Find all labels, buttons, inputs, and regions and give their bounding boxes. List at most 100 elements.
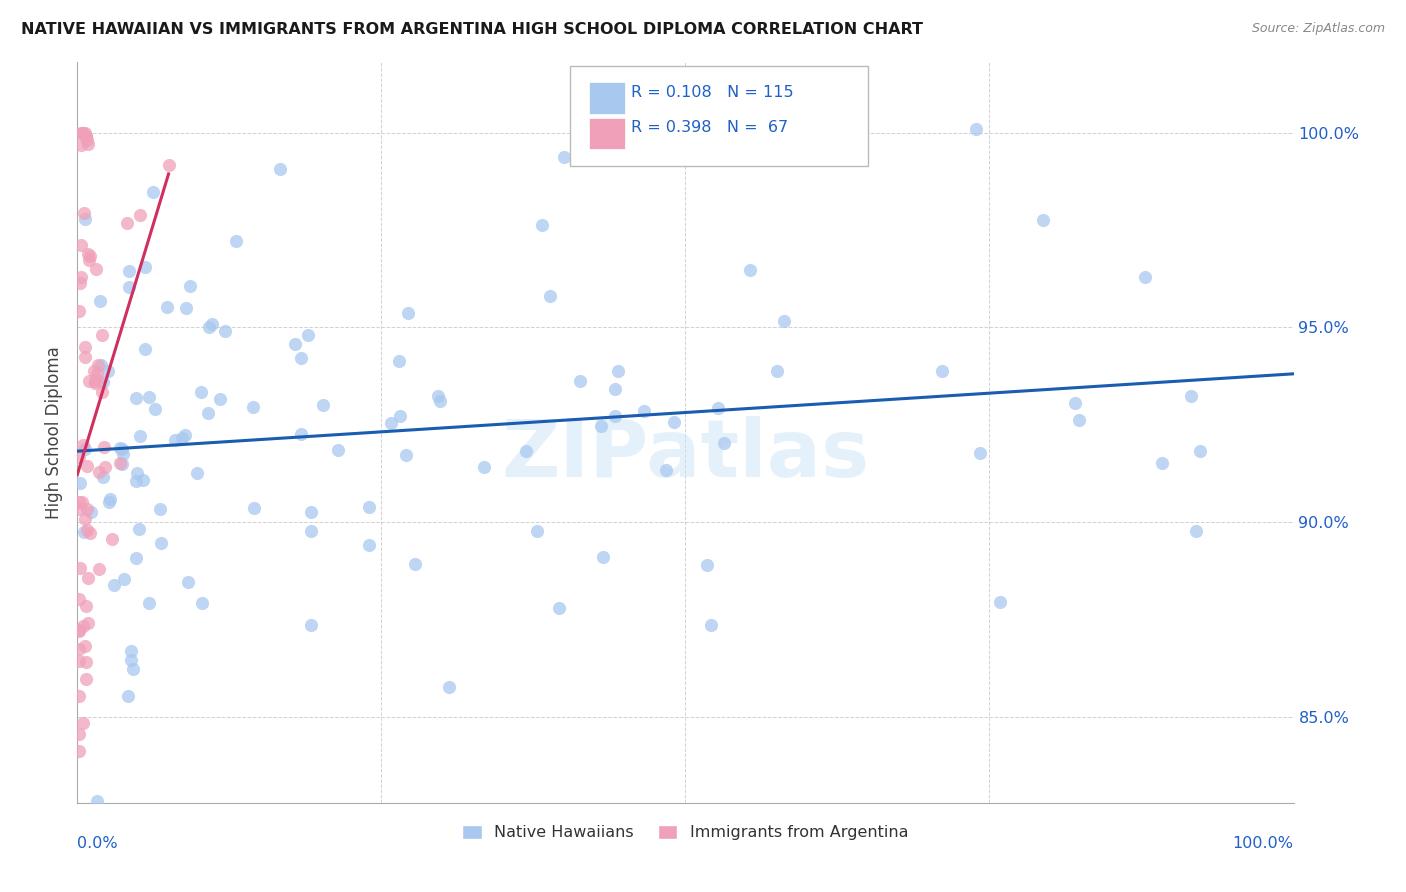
- Point: [100, 491, 122, 506]
- Point: [765, 364, 787, 378]
- Point: [429, 393, 451, 408]
- Point: [67, 726, 90, 740]
- Point: [179, 279, 201, 293]
- Point: [605, 409, 627, 424]
- Point: [94, 459, 117, 474]
- Point: [67, 624, 90, 638]
- Point: [548, 601, 571, 615]
- Point: [1063, 396, 1085, 410]
- Text: ZIPatlas: ZIPatlas: [502, 416, 869, 494]
- Point: [111, 446, 134, 460]
- Point: [111, 442, 134, 456]
- Point: [143, 401, 166, 416]
- Point: [633, 404, 655, 418]
- Point: [79, 374, 101, 388]
- Point: [89, 294, 111, 309]
- Point: [72, 438, 94, 452]
- Point: [108, 441, 131, 455]
- Point: [67, 690, 90, 704]
- Point: [128, 522, 150, 536]
- Point: [134, 260, 156, 274]
- Point: [1067, 413, 1090, 427]
- Point: [90, 384, 112, 399]
- Point: [75, 512, 97, 526]
- Point: [93, 440, 115, 454]
- Point: [225, 234, 247, 248]
- Point: [988, 594, 1011, 608]
- Point: [389, 409, 412, 423]
- Point: [592, 550, 614, 565]
- Point: [427, 389, 450, 403]
- Point: [91, 376, 114, 390]
- Point: [73, 524, 96, 539]
- Point: [90, 358, 112, 372]
- Point: [696, 558, 718, 572]
- Point: [67, 654, 90, 668]
- FancyBboxPatch shape: [589, 82, 624, 113]
- Point: [568, 374, 591, 388]
- Point: [299, 617, 322, 632]
- Point: [526, 524, 548, 538]
- Text: NATIVE HAWAIIAN VS IMMIGRANTS FROM ARGENTINA HIGH SCHOOL DIPLOMA CORRELATION CHA: NATIVE HAWAIIAN VS IMMIGRANTS FROM ARGEN…: [21, 22, 924, 37]
- Point: [76, 502, 98, 516]
- Point: [76, 616, 98, 631]
- Point: [75, 129, 97, 144]
- Point: [969, 446, 991, 460]
- Point: [201, 317, 224, 331]
- Point: [214, 325, 236, 339]
- Point: [75, 655, 97, 669]
- Point: [138, 390, 160, 404]
- Point: [72, 715, 94, 730]
- Point: [191, 596, 214, 610]
- Point: [174, 428, 197, 442]
- Point: [72, 619, 94, 633]
- Legend: Native Hawaiians, Immigrants from Argentina: Native Hawaiians, Immigrants from Argent…: [456, 818, 915, 847]
- Point: [142, 185, 165, 199]
- Point: [77, 247, 100, 261]
- Point: [538, 289, 561, 303]
- Point: [111, 457, 134, 471]
- Point: [359, 538, 381, 552]
- Point: [117, 689, 139, 703]
- Point: [86, 368, 108, 382]
- Point: [84, 262, 107, 277]
- Point: [198, 320, 221, 334]
- Point: [150, 536, 173, 550]
- Point: [91, 328, 114, 343]
- Point: [73, 126, 96, 140]
- Point: [83, 364, 105, 378]
- Point: [603, 382, 626, 396]
- Point: [312, 398, 335, 412]
- Point: [186, 467, 208, 481]
- Point: [290, 351, 312, 366]
- Point: [70, 270, 93, 285]
- Point: [73, 350, 96, 364]
- Point: [76, 458, 98, 473]
- Point: [700, 618, 723, 632]
- Point: [591, 419, 613, 434]
- Point: [773, 314, 796, 328]
- Point: [156, 300, 179, 314]
- Point: [67, 591, 90, 606]
- Point: [97, 495, 120, 509]
- Point: [290, 426, 312, 441]
- Point: [326, 443, 349, 458]
- Text: 100.0%: 100.0%: [1233, 836, 1294, 851]
- Point: [1032, 213, 1054, 227]
- Text: 0.0%: 0.0%: [77, 836, 118, 851]
- Point: [1184, 524, 1206, 538]
- Point: [157, 158, 180, 172]
- Point: [77, 137, 100, 152]
- Point: [1152, 456, 1174, 470]
- Point: [530, 219, 553, 233]
- Point: [73, 211, 96, 226]
- Point: [134, 342, 156, 356]
- Point: [76, 523, 98, 537]
- Point: [515, 444, 537, 458]
- Point: [165, 433, 187, 447]
- Text: R = 0.108   N = 115: R = 0.108 N = 115: [631, 85, 793, 100]
- Point: [118, 280, 141, 294]
- Point: [112, 573, 135, 587]
- Point: [79, 525, 101, 540]
- Point: [73, 442, 96, 457]
